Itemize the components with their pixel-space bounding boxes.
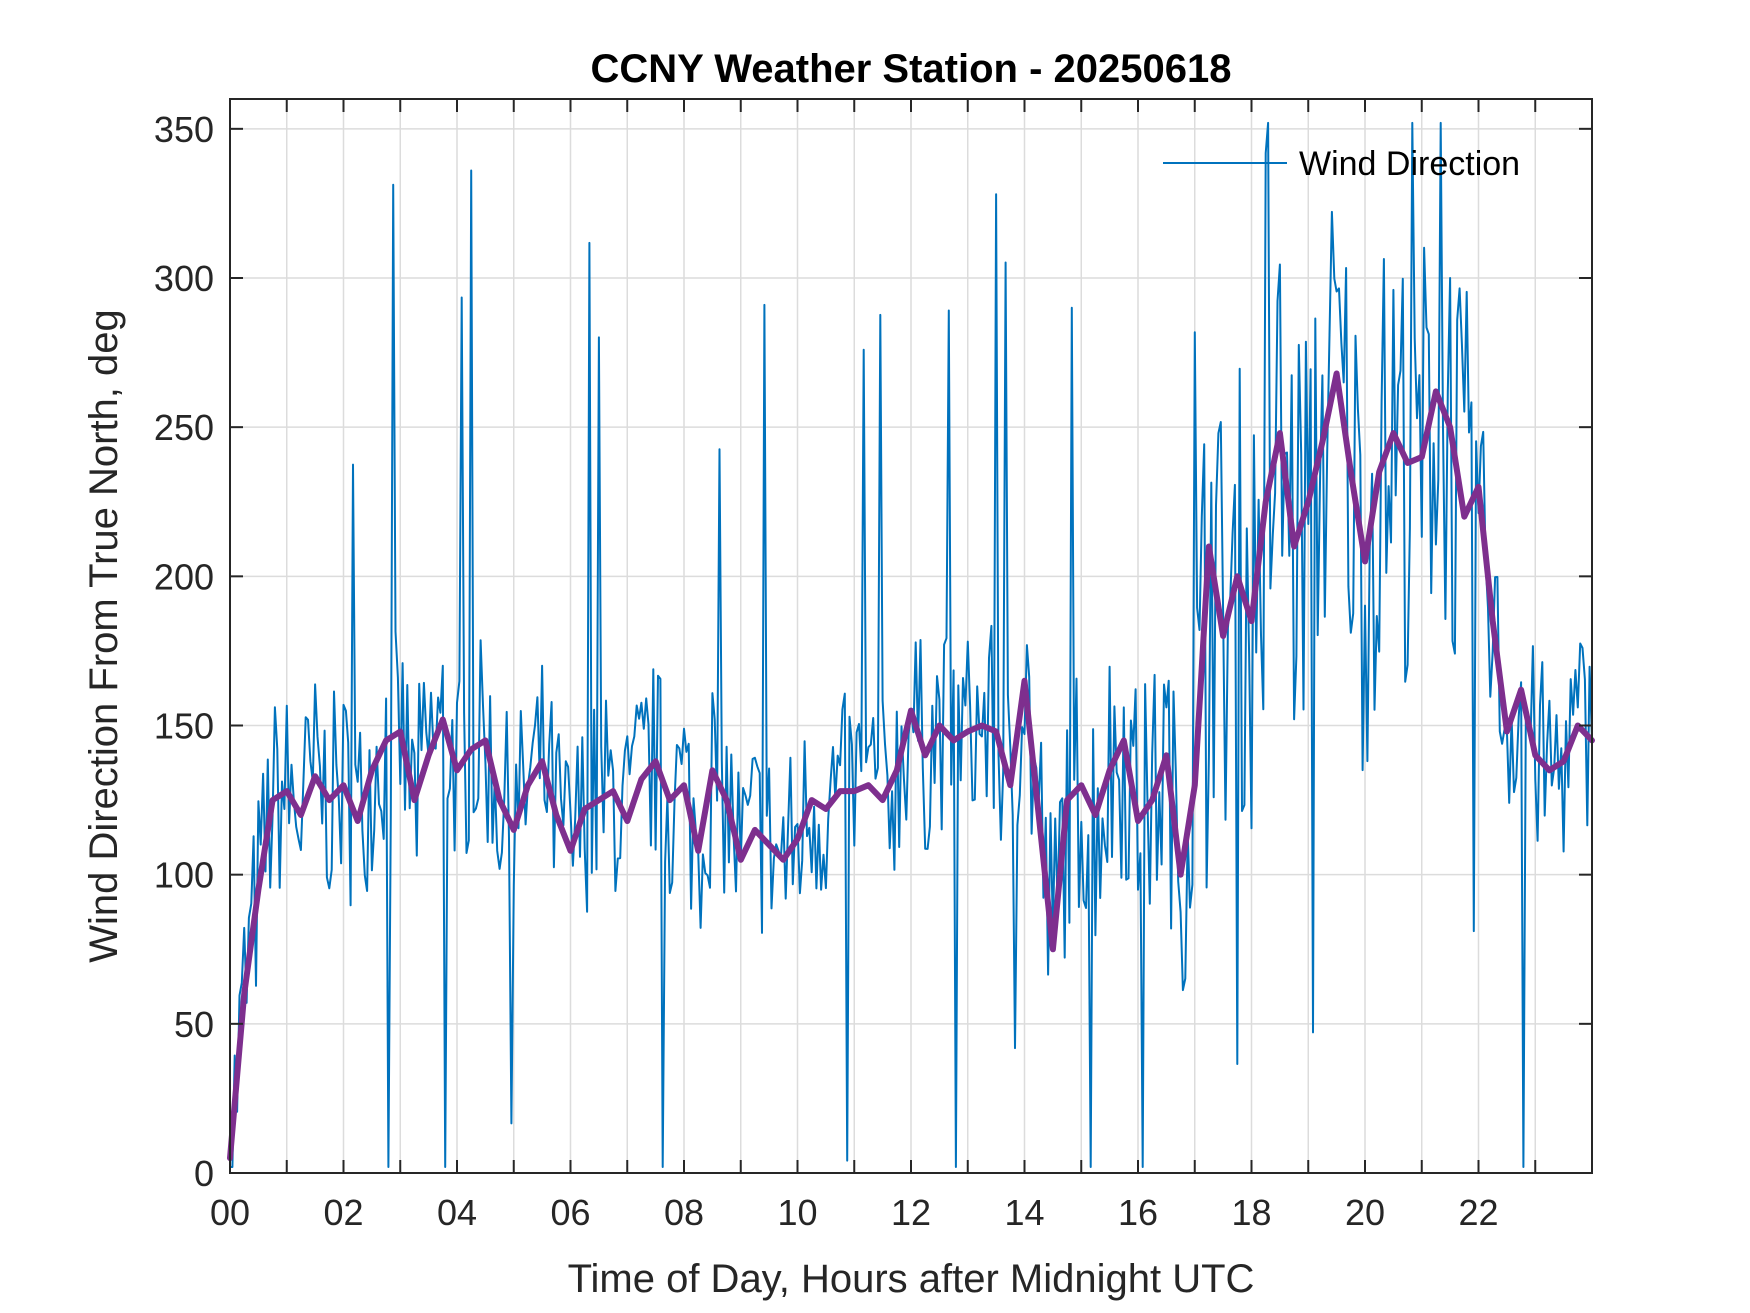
series-line-smoothed: [227, 370, 1595, 1162]
x-tick-label: 08: [664, 1192, 704, 1233]
y-tick-label: 100: [154, 855, 214, 896]
chart-title: CCNY Weather Station - 20250618: [591, 47, 1232, 91]
x-tick-label: 20: [1345, 1192, 1385, 1233]
x-tick-label: 10: [777, 1192, 817, 1233]
legend-entry-wind-direction: Wind Direction: [1299, 145, 1520, 183]
ticks: 00 02 04 06 08 10 12 14 16 18 20 22 0 50 100 150 200 250 3…: [154, 99, 1592, 1233]
y-tick-label: 50: [174, 1004, 214, 1045]
x-tick-label: 00: [210, 1192, 250, 1233]
legend: Wind Direction: [1163, 145, 1520, 183]
y-tick-label: 200: [154, 556, 214, 597]
x-tick-label: 02: [323, 1192, 363, 1233]
y-tick-label: 300: [154, 258, 214, 299]
x-tick-label: 14: [1004, 1192, 1044, 1233]
y-tick-label: 350: [154, 109, 214, 150]
x-axis-label: Time of Day, Hours after Midnight UTC: [568, 1257, 1255, 1301]
y-tick-label: 150: [154, 706, 214, 747]
x-tick-label: 06: [550, 1192, 590, 1233]
x-tick-label: 12: [891, 1192, 931, 1233]
x-tick-label: 04: [437, 1192, 477, 1233]
x-tick-label: 16: [1118, 1192, 1158, 1233]
x-tick-label: 22: [1458, 1192, 1498, 1233]
y-tick-label: 250: [154, 407, 214, 448]
plot-area: [227, 121, 1595, 1168]
grid: [230, 99, 1592, 1173]
x-tick-label: 18: [1231, 1192, 1271, 1233]
y-axis-label: Wind Direction From True North, deg: [82, 309, 126, 963]
y-tick-label: 0: [194, 1153, 214, 1194]
